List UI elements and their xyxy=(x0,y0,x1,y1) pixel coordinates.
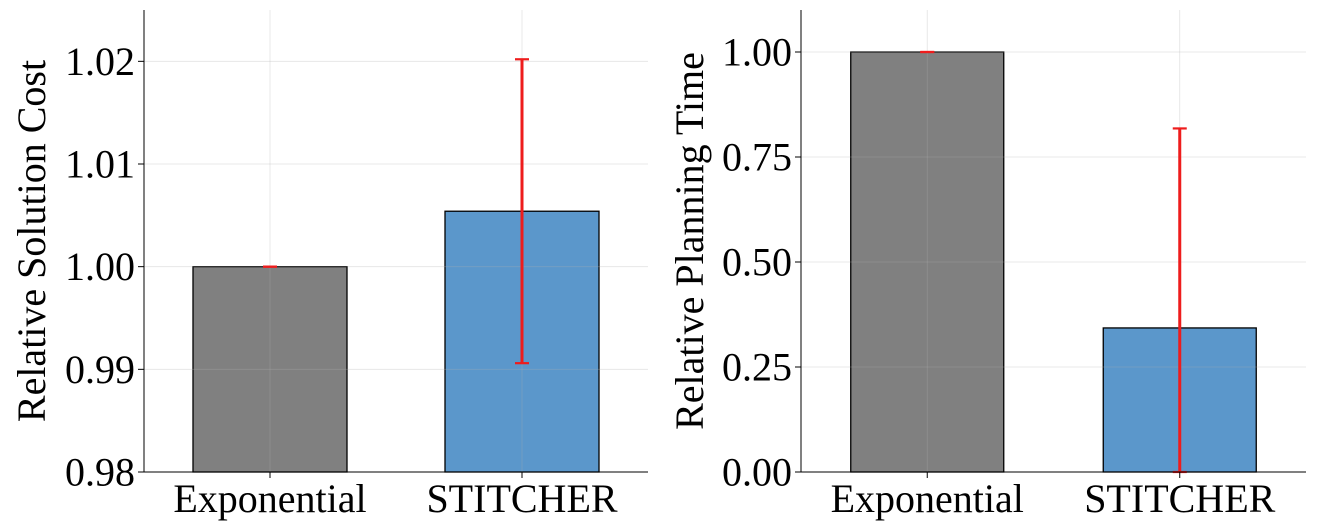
y-axis-label: Relative Solution Cost xyxy=(9,60,54,422)
error-bar-stitcher xyxy=(515,58,529,365)
x-tick-label: Exponential xyxy=(831,476,1024,521)
x-tick-label: STITCHER xyxy=(1084,476,1275,521)
bar-exponential xyxy=(850,51,1005,473)
x-tick-label: STITCHER xyxy=(426,476,617,521)
y-tick-label: 1.01 xyxy=(65,142,135,187)
relative-planning-time-chart: 0.00 0.25 0.50 0.75 1.00 Exponential STITCHER R… xyxy=(667,10,1306,521)
y-axis-label: Relative Planning Time xyxy=(667,52,712,430)
y-tick-label: 1.00 xyxy=(65,244,135,289)
y-tick-label: 0.99 xyxy=(65,347,135,392)
relative-solution-cost-chart: 0.98 0.99 1.00 1.01 1.02 Exponential STITCHER R… xyxy=(9,10,648,521)
bar-exponential xyxy=(192,266,348,473)
y-tick-label: 1.00 xyxy=(722,30,792,75)
y-tick-label: 0.25 xyxy=(722,345,792,390)
y-tick-label: 0.98 xyxy=(65,450,135,495)
y-tick-label: 0.50 xyxy=(722,240,792,285)
y-tick-label: 0.75 xyxy=(722,135,792,180)
y-tick-label: 1.02 xyxy=(65,39,135,84)
x-tick-label: Exponential xyxy=(173,476,366,521)
y-tick-label: 0.00 xyxy=(722,450,792,495)
